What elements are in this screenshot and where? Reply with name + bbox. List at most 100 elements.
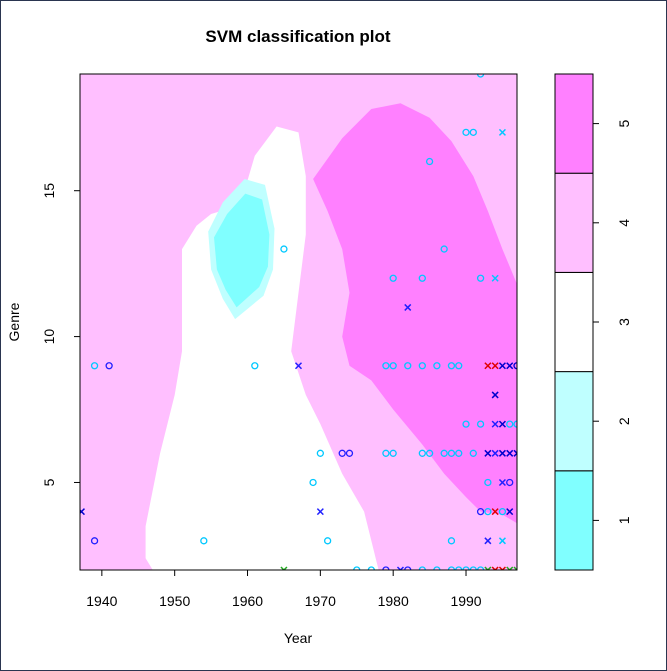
data-point-circle — [323, 537, 332, 545]
data-point-circle — [476, 420, 485, 428]
data-point-circle — [447, 537, 456, 545]
legend-label-2: 2 — [616, 417, 632, 425]
legend-swatch-5 — [554, 73, 594, 174]
data-point-circle — [404, 566, 412, 570]
data-point-cross — [498, 478, 506, 487]
data-point-cross — [498, 420, 506, 428]
data-point-cross — [491, 391, 499, 399]
x-axis: 1940 1950 1960 1970 1980 1990 — [86, 570, 482, 609]
data-point-circle — [418, 362, 426, 370]
data-point-circle — [367, 566, 375, 570]
data-point-circle — [316, 449, 325, 457]
data-point-circle — [418, 449, 426, 457]
data-point-cross — [498, 537, 506, 545]
y-tick-label: 15 — [41, 183, 57, 199]
data-point-cross — [506, 362, 514, 370]
data-point-cross — [498, 449, 506, 457]
data-point-circle — [90, 537, 99, 545]
data-point-circle — [425, 449, 434, 457]
legend-swatch-4 — [554, 172, 594, 273]
data-point-circle — [382, 449, 390, 457]
data-point-circle — [506, 420, 514, 428]
data-point-circle — [462, 566, 470, 570]
data-point-circle — [462, 128, 470, 137]
data-point-circle — [455, 449, 463, 457]
legend-label-3: 3 — [616, 318, 632, 326]
data-point-cross — [491, 420, 499, 428]
data-point-circle — [484, 507, 492, 516]
data-point-circle — [469, 566, 477, 570]
y-axis: 5 10 15 — [41, 183, 80, 486]
data-point-circle — [382, 362, 390, 370]
data-points — [80, 74, 517, 570]
data-point-cross — [506, 566, 514, 570]
chart-title: SVM classification plot — [205, 27, 390, 46]
legend-label-5: 5 — [616, 119, 632, 127]
decision-regions — [145, 103, 517, 570]
data-point-circle — [469, 449, 477, 457]
data-point-circle — [418, 274, 426, 282]
legend-swatch-1 — [554, 470, 594, 571]
data-point-circle — [455, 362, 463, 370]
x-axis-label: Year — [284, 630, 313, 646]
data-point-circle — [280, 245, 288, 253]
data-point-circle — [105, 362, 113, 370]
data-point-circle — [418, 566, 426, 570]
data-point-cross — [498, 362, 506, 370]
data-point-cross — [316, 508, 324, 516]
data-point-cross — [506, 508, 514, 516]
data-point-circle — [506, 478, 514, 487]
data-point-circle — [338, 449, 346, 457]
data-point-circle — [440, 449, 448, 457]
data-point-circle — [200, 537, 208, 545]
data-point-circle — [90, 362, 99, 370]
data-point-cross — [491, 566, 499, 570]
data-point-cross — [484, 537, 492, 545]
data-point-circle — [309, 478, 317, 487]
data-point-circle — [433, 566, 441, 570]
data-point-cross — [513, 449, 517, 457]
data-point-circle — [469, 128, 477, 137]
legend-swatch-3 — [554, 271, 594, 373]
data-point-circle — [425, 157, 434, 166]
data-point-circle — [513, 362, 517, 370]
data-point-circle — [447, 362, 456, 370]
x-tick-label: 1980 — [378, 593, 409, 609]
data-point-circle — [404, 362, 412, 370]
legend-label-1: 1 — [616, 516, 632, 524]
data-point-circle — [484, 478, 492, 487]
data-point-circle — [447, 449, 456, 457]
region-class-5 — [313, 103, 517, 524]
y-tick-label: 10 — [41, 329, 57, 345]
data-point-circle — [455, 566, 463, 570]
data-point-circle — [462, 420, 470, 428]
data-point-cross — [80, 508, 85, 516]
region-class-3 — [145, 126, 379, 570]
data-point-circle — [433, 362, 441, 370]
data-point-circle — [382, 566, 390, 570]
data-point-cross — [513, 566, 517, 570]
data-point-circle — [345, 449, 354, 457]
data-point-cross — [506, 449, 514, 457]
data-point-cross — [491, 362, 499, 370]
data-point-cross — [396, 566, 404, 570]
data-point-circle — [498, 507, 507, 516]
legend-swatch-2 — [554, 371, 594, 472]
region-class-1 — [214, 193, 270, 308]
data-point-circle — [476, 274, 485, 282]
data-point-cross — [294, 362, 303, 370]
data-point-circle — [389, 449, 397, 457]
legend-label-4: 4 — [616, 219, 632, 227]
data-point-circle — [440, 245, 448, 253]
data-point-circle — [447, 566, 456, 570]
data-point-cross — [491, 274, 499, 282]
y-axis-label: Genre — [6, 302, 22, 341]
data-point-circle — [513, 420, 517, 428]
data-point-circle — [353, 566, 361, 570]
y-tick-label: 5 — [41, 478, 57, 486]
x-tick-label: 1950 — [159, 593, 190, 609]
data-point-cross — [484, 362, 492, 370]
data-point-cross — [484, 449, 492, 457]
data-point-circle — [251, 362, 259, 370]
x-tick-label: 1960 — [232, 593, 263, 609]
